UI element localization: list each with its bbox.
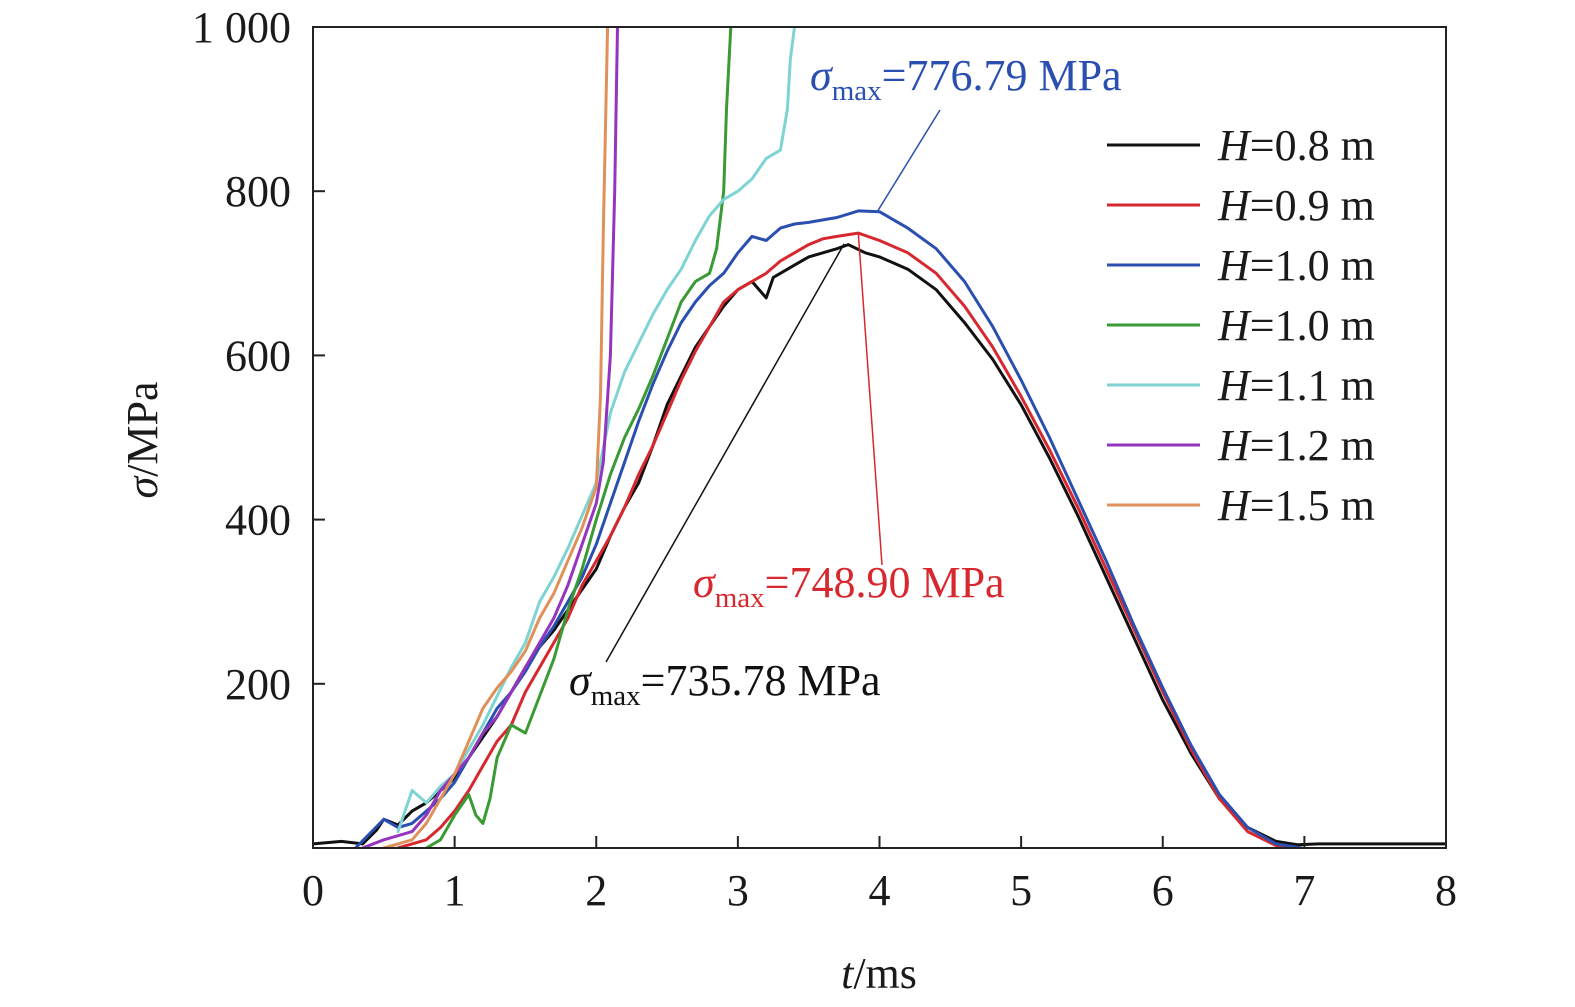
x-tick-label: 7: [1293, 866, 1315, 915]
x-tick-label: 3: [727, 866, 749, 915]
x-tick-label: 1: [444, 866, 466, 915]
y-tick-label: 600: [225, 331, 291, 380]
y-tick-label: 800: [225, 167, 291, 216]
series-line-1: [396, 231, 1295, 848]
x-tick-label: 8: [1435, 866, 1457, 915]
series-line-6: [382, 27, 610, 848]
x-tick-label: 5: [1010, 866, 1032, 915]
legend-item: H=1.2 m: [1107, 421, 1375, 470]
legend-label: H=1.0 m: [1217, 241, 1375, 290]
annotation-peak-red: σmax=748.90 MPa: [693, 233, 1005, 614]
ticks-layer: 0 1 2 3 4 5 6 7 8 200 400 600 800 1 000: [192, 3, 1457, 915]
legend-label: H=0.9 m: [1217, 181, 1375, 230]
annotation-label: σmax=748.90 MPa: [693, 558, 1005, 614]
x-tick-label: 6: [1152, 866, 1174, 915]
legend-item: H=1.1 m: [1107, 361, 1375, 410]
x-tick-label: 0: [302, 866, 324, 915]
legend-item: H=1.0 m: [1107, 301, 1375, 350]
y-tick-label: 400: [225, 496, 291, 545]
legend-item: H=0.9 m: [1107, 181, 1375, 230]
y-axis-title: σ/MPa: [118, 381, 167, 498]
series-layer: [313, 27, 1446, 848]
legend-item: H=1.5 m: [1107, 481, 1375, 530]
annotation-leader: [857, 233, 883, 566]
series-line-5: [361, 27, 619, 848]
y-tick-label: 200: [225, 660, 291, 709]
x-tick-label: 2: [585, 866, 607, 915]
y-tick-label: 1 000: [192, 3, 291, 52]
legend-label: H=1.0 m: [1217, 301, 1375, 350]
series-line-4: [396, 27, 796, 834]
annotation-leader: [877, 109, 941, 211]
x-axis-title: t/ms: [841, 949, 917, 998]
series-line-3: [424, 27, 733, 848]
legend-label: H=1.2 m: [1217, 421, 1375, 470]
legend-label: H=0.8 m: [1217, 121, 1375, 170]
annotation-peak-blue: σmax=776.79 MPa: [810, 51, 1122, 211]
legend-item: H=1.0 m: [1107, 241, 1375, 290]
legend-label: H=1.5 m: [1217, 481, 1375, 530]
legend: H=0.8 m H=0.9 m H=1.0 m H=1.0 m H=1.1 m …: [1107, 121, 1375, 530]
legend-item: H=0.8 m: [1107, 121, 1375, 170]
annotation-peak-black: σmax=735.78 MPa: [569, 243, 881, 712]
series-line-2: [354, 209, 1303, 848]
annotation-leader: [605, 243, 845, 663]
annotation-label: σmax=735.78 MPa: [569, 656, 881, 712]
legend-label: H=1.1 m: [1217, 361, 1375, 410]
annotation-label: σmax=776.79 MPa: [810, 51, 1122, 107]
x-tick-label: 4: [869, 866, 891, 915]
